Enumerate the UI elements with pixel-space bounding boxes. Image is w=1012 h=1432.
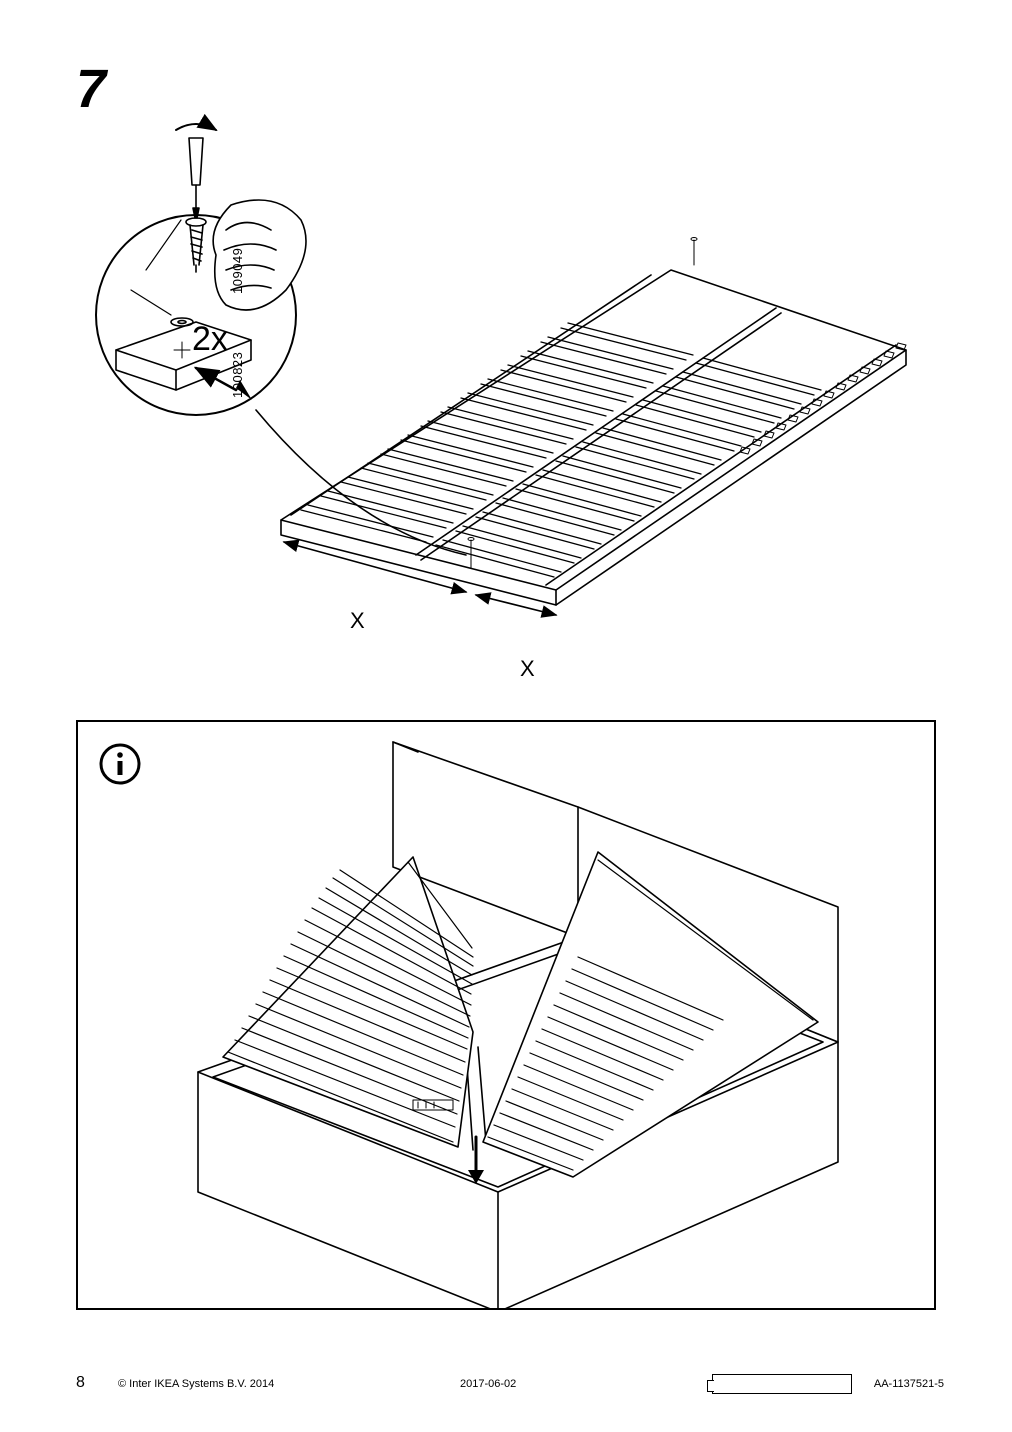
instruction-page: 7 2x 109049 100823 X X: [0, 0, 1012, 1432]
part-number-screw: 109049: [230, 248, 245, 294]
step-diagram-panel: 2x 109049 100823 X X: [76, 90, 936, 650]
dimension-x-right: X: [520, 656, 535, 682]
dimension-x-left: X: [350, 608, 365, 634]
footer-stamp-box: [712, 1374, 852, 1394]
part-number-washer: 100823: [230, 352, 245, 398]
page-footer: 8 © Inter IKEA Systems B.V. 2014 2017-06…: [0, 1368, 1012, 1392]
info-diagram-panel: [76, 720, 936, 1310]
footer-copyright: © Inter IKEA Systems B.V. 2014: [118, 1378, 274, 1390]
footer-date: 2017-06-02: [460, 1378, 516, 1390]
hardware-count-label: 2x: [192, 320, 228, 359]
bed-frame-assembly-diagram: [78, 722, 934, 1308]
footer-doc-id: AA-1137521-5: [874, 1378, 944, 1390]
info-icon: [98, 742, 142, 786]
footer-page-number: 8: [76, 1374, 85, 1392]
slatted-base-diagram: [76, 90, 936, 650]
